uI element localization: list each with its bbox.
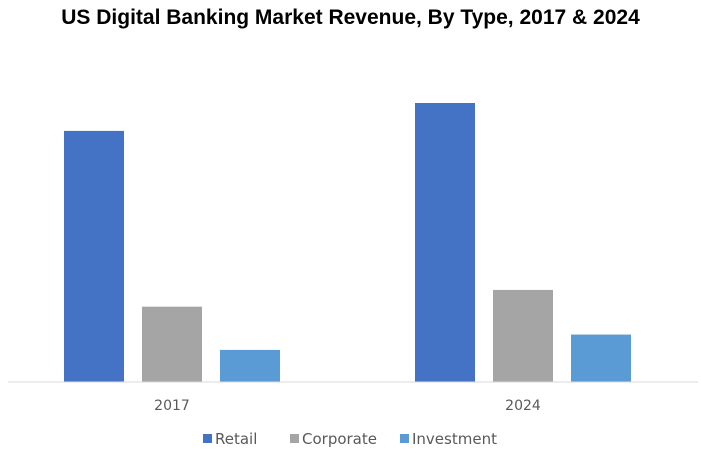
legend-label-corporate: Corporate [302,430,377,448]
legend: Retail Corporate Investment [203,430,497,448]
legend-swatch-retail [203,434,212,443]
bar-retail-2017 [64,130,124,382]
bar-corporate-2017 [142,306,202,382]
x-tick-label-2017: 2017 [154,398,190,414]
legend-swatch-corporate [290,434,299,443]
x-tick-label-2024: 2024 [505,398,541,414]
legend-label-retail: Retail [215,430,257,448]
chart-title: US Digital Banking Market Revenue, By Ty… [61,6,640,29]
legend-swatch-investment [400,434,409,443]
x-tick-labels: 2017 2024 [154,398,541,414]
legend-label-investment: Investment [412,430,497,448]
bar-investment-2017 [220,349,280,382]
bars-group [64,103,631,382]
bar-retail-2024 [415,103,475,382]
bar-corporate-2024 [493,289,553,382]
bar-investment-2024 [571,334,631,382]
